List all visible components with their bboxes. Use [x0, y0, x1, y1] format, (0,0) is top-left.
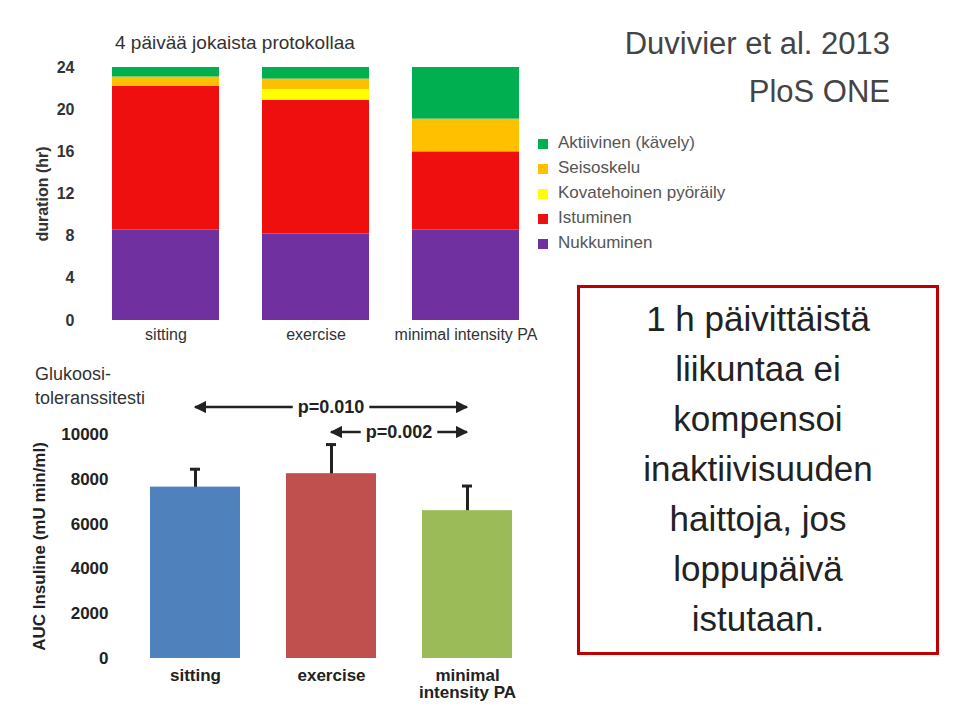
html-text:istutaan.: istutaan.	[691, 599, 825, 638]
html-text:kompensoi: kompensoi	[673, 399, 843, 438]
svg-text:minimal intensity PA: minimal intensity PA	[395, 326, 538, 343]
html-text:Nukkuminen: Nukkuminen	[558, 233, 653, 252]
svg-text:8: 8	[66, 227, 75, 244]
svg-text:12: 12	[57, 185, 75, 202]
svg-text:sitting: sitting	[170, 666, 221, 685]
html-text:Duvivier et al. 2013: Duvivier et al. 2013	[624, 26, 890, 61]
html-text:liikuntaa ei: liikuntaa ei	[675, 349, 841, 388]
svg-text:duration (hr): duration (hr)	[34, 146, 51, 241]
svg-text:0: 0	[66, 312, 75, 329]
svg-text:4000: 4000	[71, 559, 109, 578]
html-text:4 päivää jokaista protokollaa: 4 päivää jokaista protokollaa	[115, 32, 355, 53]
svg-text:minimalintensity PA: minimalintensity PA	[419, 666, 516, 702]
svg-text:4: 4	[66, 269, 75, 286]
svg-text:exercise: exercise	[297, 666, 365, 685]
svg-text:16: 16	[57, 143, 75, 160]
svg-text:p=0.010: p=0.010	[298, 397, 365, 417]
html-text:PloS ONE: PloS ONE	[748, 74, 890, 109]
html-text:1 h päivittäistä: 1 h päivittäistä	[646, 299, 870, 338]
svg-text:exercise: exercise	[286, 326, 346, 343]
html-text:Aktiivinen (kävely): Aktiivinen (kävely)	[558, 133, 695, 152]
html-text:inaktiivisuuden: inaktiivisuuden	[643, 449, 873, 488]
svg-text:2000: 2000	[71, 604, 109, 623]
svg-text:AUC Insuline (mU min/ml): AUC Insuline (mU min/ml)	[30, 442, 49, 651]
svg-text:p=0.002: p=0.002	[366, 422, 433, 442]
svg-text:6000: 6000	[71, 515, 109, 534]
html-text:Seisoskelu: Seisoskelu	[558, 158, 641, 177]
html-text:haittoja, jos: haittoja, jos	[669, 499, 847, 538]
svg-text:20: 20	[57, 101, 75, 118]
svg-text:24: 24	[57, 59, 75, 76]
html-text:loppupäivä: loppupäivä	[673, 549, 843, 588]
svg-text:10000: 10000	[61, 425, 108, 444]
html-text:Istuminen: Istuminen	[558, 208, 632, 227]
html-text:Kovatehoinen pyöräily: Kovatehoinen pyöräily	[558, 183, 726, 202]
svg-text:0: 0	[99, 649, 108, 668]
html-text:Glukoosi- toleranssitesti: Glukoosi- toleranssitesti	[35, 364, 146, 408]
svg-text:sitting: sitting	[145, 326, 187, 343]
svg-text:8000: 8000	[71, 470, 109, 489]
